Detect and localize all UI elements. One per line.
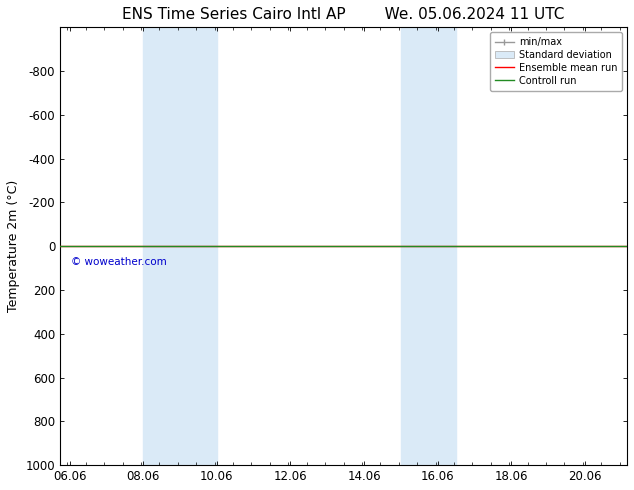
Bar [143,27,217,465]
Text: © woweather.com: © woweather.com [71,257,167,267]
Legend: min/max, Standard deviation, Ensemble mean run, Controll run: min/max, Standard deviation, Ensemble me… [489,32,622,91]
Y-axis label: Temperature 2m (°C): Temperature 2m (°C) [7,180,20,312]
Title: ENS Time Series Cairo Intl AP        We. 05.06.2024 11 UTC: ENS Time Series Cairo Intl AP We. 05.06.… [122,7,565,22]
Bar [401,27,456,465]
